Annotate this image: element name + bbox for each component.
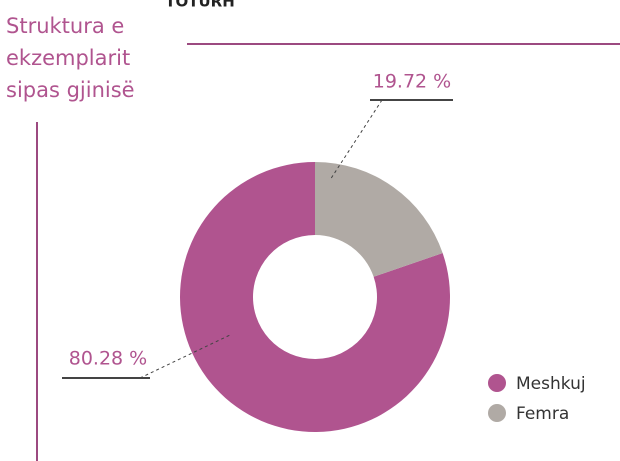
chart-title: Struktura e [6, 14, 124, 38]
legend-swatch [488, 404, 506, 422]
value-label: 19.72 % [373, 71, 452, 93]
leader-line [329, 99, 383, 181]
donut-slice [315, 162, 443, 277]
legend-label: Femra [516, 404, 569, 424]
header: TOTURH [165, 0, 235, 11]
chart-title: sipas gjinisë [6, 78, 135, 102]
legend-swatch [488, 374, 506, 392]
chart-title: ekzemplarit [6, 46, 130, 70]
legend-label: Meshkuj [516, 374, 586, 394]
donut-slice [179, 162, 450, 432]
leader-line [139, 334, 231, 379]
value-label: 80.28 % [69, 348, 148, 370]
